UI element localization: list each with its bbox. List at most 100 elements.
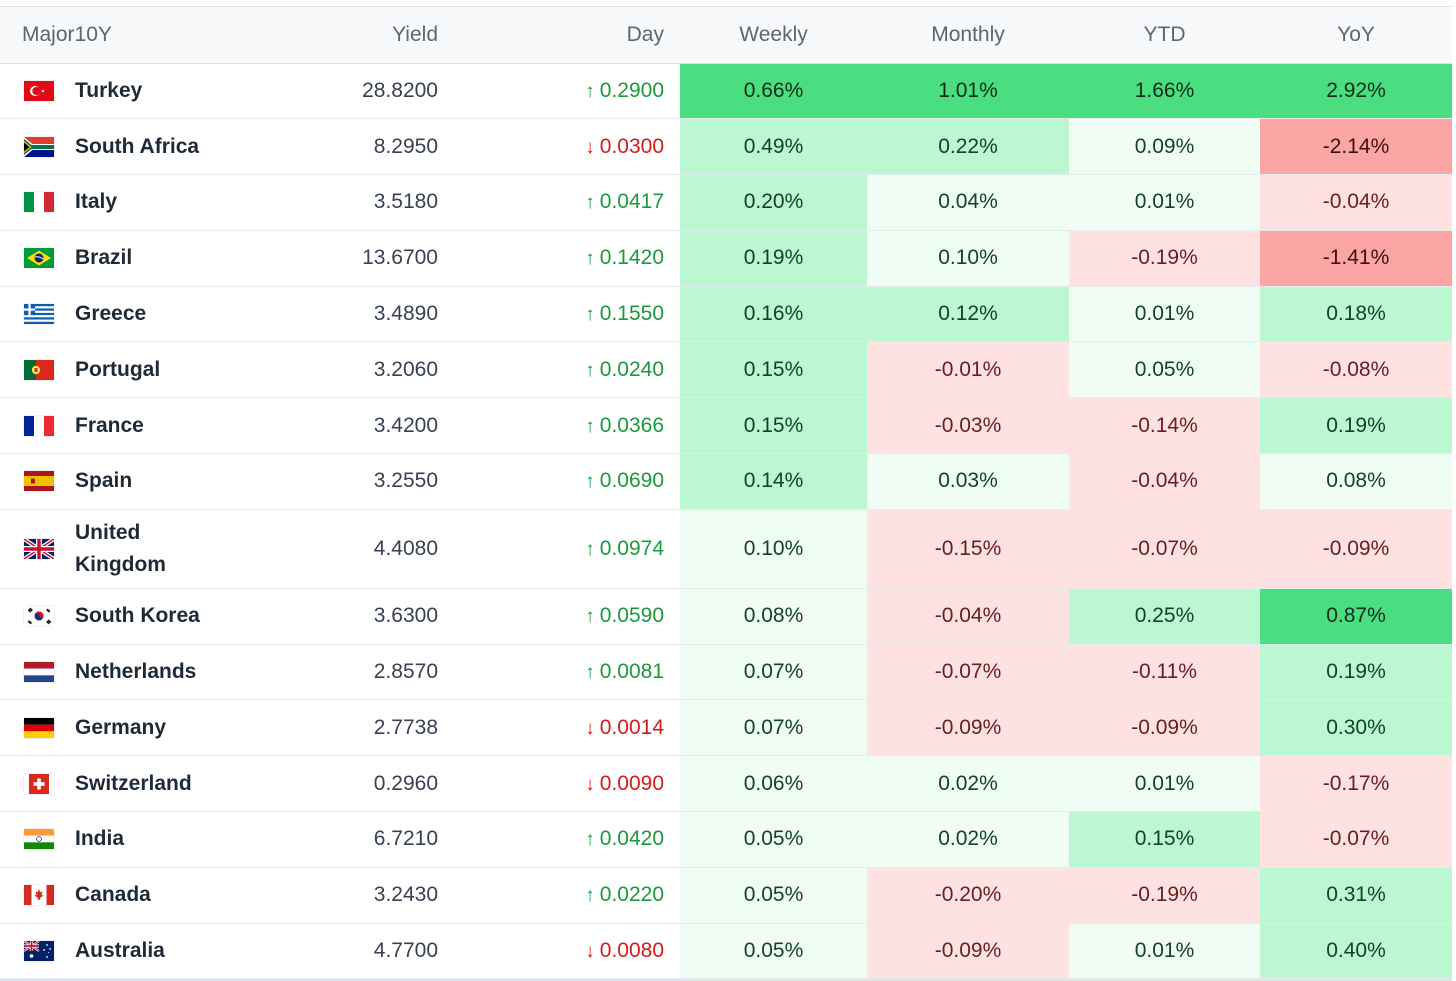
header-major10y[interactable]: Major10Y (0, 7, 262, 64)
day-change-value: 0.0974 (599, 536, 664, 560)
day-change: ↑ 0.0690 (450, 453, 680, 510)
ytd-change: 0.09% (1069, 118, 1260, 176)
country-cell-united-kingdom[interactable]: United Kingdom (0, 509, 262, 589)
weekly-change: 0.10% (680, 509, 867, 589)
country-cell-spain[interactable]: Spain (0, 453, 262, 510)
country-cell-italy[interactable]: Italy (0, 174, 262, 231)
table-row[interactable]: United Kingdom 4.4080 ↑ 0.0974 0.10% -0.15% -0… (0, 509, 1452, 589)
country-name[interactable]: Italy (75, 190, 118, 214)
country-name[interactable]: Canada (75, 883, 151, 907)
weekly-change: 0.06% (680, 755, 867, 813)
header-weekly[interactable]: Weekly (680, 7, 867, 64)
table-row[interactable]: Portugal 3.2060 ↑ 0.0240 0.15% -0.01% 0.05% -0.… (0, 341, 1452, 399)
yield-value: 3.4890 (262, 286, 450, 343)
country-name[interactable]: Netherlands (75, 660, 197, 684)
day-change-value: 0.2900 (599, 78, 664, 102)
yield-value: 0.2960 (262, 755, 450, 813)
country-name[interactable]: Germany (75, 715, 167, 739)
arrow-up-icon: ↑ (585, 359, 595, 381)
day-change: ↓ 0.0080 (450, 923, 680, 980)
country-cell-netherlands[interactable]: Netherlands (0, 644, 262, 701)
country-cell-south-korea[interactable]: South Korea (0, 588, 262, 645)
country-cell-australia[interactable]: Australia (0, 923, 262, 980)
country-cell-switzerland[interactable]: Switzerland (0, 755, 262, 813)
monthly-change: 0.03% (867, 453, 1069, 510)
table-row[interactable]: Australia 4.7700 ↓ 0.0080 0.05% -0.09% 0.01% 0.… (0, 923, 1452, 980)
country-name-wrapper: Greece (24, 298, 262, 330)
country-name-wrapper: Spain (24, 465, 262, 497)
arrow-down-icon: ↓ (585, 136, 595, 158)
country-name[interactable]: India (75, 827, 125, 851)
weekly-change: 0.07% (680, 644, 867, 701)
country-name-wrapper: Italy (24, 186, 262, 218)
day-change-value: 0.0420 (599, 827, 664, 851)
table-row[interactable]: Italy 3.5180 ↑ 0.0417 0.20% 0.04% 0.01% -0.04% (0, 174, 1452, 231)
country-name[interactable]: Spain (75, 469, 133, 493)
country-name[interactable]: Portugal (75, 357, 161, 381)
country-name[interactable]: Brazil (75, 246, 133, 270)
country-cell-turkey[interactable]: Turkey (0, 63, 262, 120)
header-ytd[interactable]: YTD (1069, 7, 1260, 64)
table-row[interactable]: Spain 3.2550 ↑ 0.0690 0.14% 0.03% -0.04% 0.08% (0, 453, 1452, 510)
south-korea-flag-icon (24, 606, 54, 627)
arrow-up-icon: ↑ (585, 80, 595, 102)
header-monthly[interactable]: Monthly (867, 7, 1069, 64)
table-row[interactable]: Switzerland 0.2960 ↓ 0.0090 0.06% 0.02% 0.01% -… (0, 755, 1452, 813)
header-yield[interactable]: Yield (262, 7, 450, 64)
country-cell-portugal[interactable]: Portugal (0, 341, 262, 399)
ytd-change: -0.09% (1069, 699, 1260, 757)
table-row[interactable]: Turkey 28.8200 ↑ 0.2900 0.66% 1.01% 1.66% 2.92% (0, 63, 1452, 120)
table-row[interactable]: France 3.4200 ↑ 0.0366 0.15% -0.03% -0.14% 0.19… (0, 397, 1452, 455)
country-name[interactable]: France (75, 413, 144, 437)
country-cell-brazil[interactable]: Brazil (0, 230, 262, 287)
table-row[interactable]: South Africa 8.2950 ↓ 0.0300 0.49% 0.22% 0.09%… (0, 118, 1452, 176)
yield-value: 3.2060 (262, 341, 450, 399)
country-cell-canada[interactable]: Canada (0, 867, 262, 924)
spain-flag-icon (24, 471, 54, 492)
country-name[interactable]: United Kingdom (75, 520, 166, 576)
country-name[interactable]: Australia (75, 939, 165, 963)
weekly-change: 0.15% (680, 341, 867, 399)
france-flag-icon (24, 415, 54, 436)
yoy-change: 0.40% (1260, 923, 1452, 980)
table-row[interactable]: Canada 3.2430 ↑ 0.0220 0.05% -0.20% -0.19% 0.31… (0, 867, 1452, 924)
header-day[interactable]: Day (450, 7, 680, 64)
country-name[interactable]: Turkey (75, 78, 143, 102)
arrow-up-icon: ↑ (585, 415, 595, 437)
day-change-value: 0.0590 (599, 604, 664, 628)
country-cell-germany[interactable]: Germany (0, 699, 262, 757)
yoy-change: 2.92% (1260, 63, 1452, 120)
monthly-change: -0.09% (867, 699, 1069, 757)
yoy-change: -0.17% (1260, 755, 1452, 813)
weekly-change: 0.49% (680, 118, 867, 176)
monthly-change: -0.09% (867, 923, 1069, 980)
italy-flag-icon (24, 192, 54, 213)
table-row[interactable]: Netherlands 2.8570 ↑ 0.0081 0.07% -0.07% -0.11… (0, 644, 1452, 701)
day-change: ↑ 0.0590 (450, 588, 680, 645)
arrow-down-icon: ↓ (585, 773, 595, 795)
table-row[interactable]: South Korea 3.6300 ↑ 0.0590 0.08% -0.04% 0.25%… (0, 588, 1452, 645)
germany-flag-icon (24, 717, 54, 738)
country-cell-south-africa[interactable]: South Africa (0, 118, 262, 176)
country-name-wrapper: Switzerland (24, 768, 262, 800)
country-cell-greece[interactable]: Greece (0, 286, 262, 343)
yoy-change: -0.09% (1260, 509, 1452, 589)
weekly-change: 0.14% (680, 453, 867, 510)
table-row[interactable]: Greece 3.4890 ↑ 0.1550 0.16% 0.12% 0.01% 0.18% (0, 286, 1452, 343)
ytd-change: -0.11% (1069, 644, 1260, 701)
country-cell-france[interactable]: France (0, 397, 262, 455)
country-name-wrapper: United Kingdom (22, 517, 262, 581)
weekly-change: 0.15% (680, 397, 867, 455)
country-name[interactable]: South Korea (75, 604, 200, 628)
table-row[interactable]: Brazil 13.6700 ↑ 0.1420 0.19% 0.10% -0.19% -1.4… (0, 230, 1452, 287)
monthly-change: -0.07% (867, 644, 1069, 701)
ytd-change: 0.15% (1069, 811, 1260, 868)
day-change: ↑ 0.1420 (450, 230, 680, 287)
country-name[interactable]: Switzerland (75, 771, 192, 795)
table-row[interactable]: Germany 2.7738 ↓ 0.0014 0.07% -0.09% -0.09% 0.3… (0, 699, 1452, 757)
header-yoy[interactable]: YoY (1260, 7, 1452, 64)
table-row[interactable]: India 6.7210 ↑ 0.0420 0.05% 0.02% 0.15% -0.07% (0, 811, 1452, 868)
country-name[interactable]: Greece (75, 302, 147, 326)
country-cell-india[interactable]: India (0, 811, 262, 868)
country-name[interactable]: South Africa (75, 134, 200, 158)
